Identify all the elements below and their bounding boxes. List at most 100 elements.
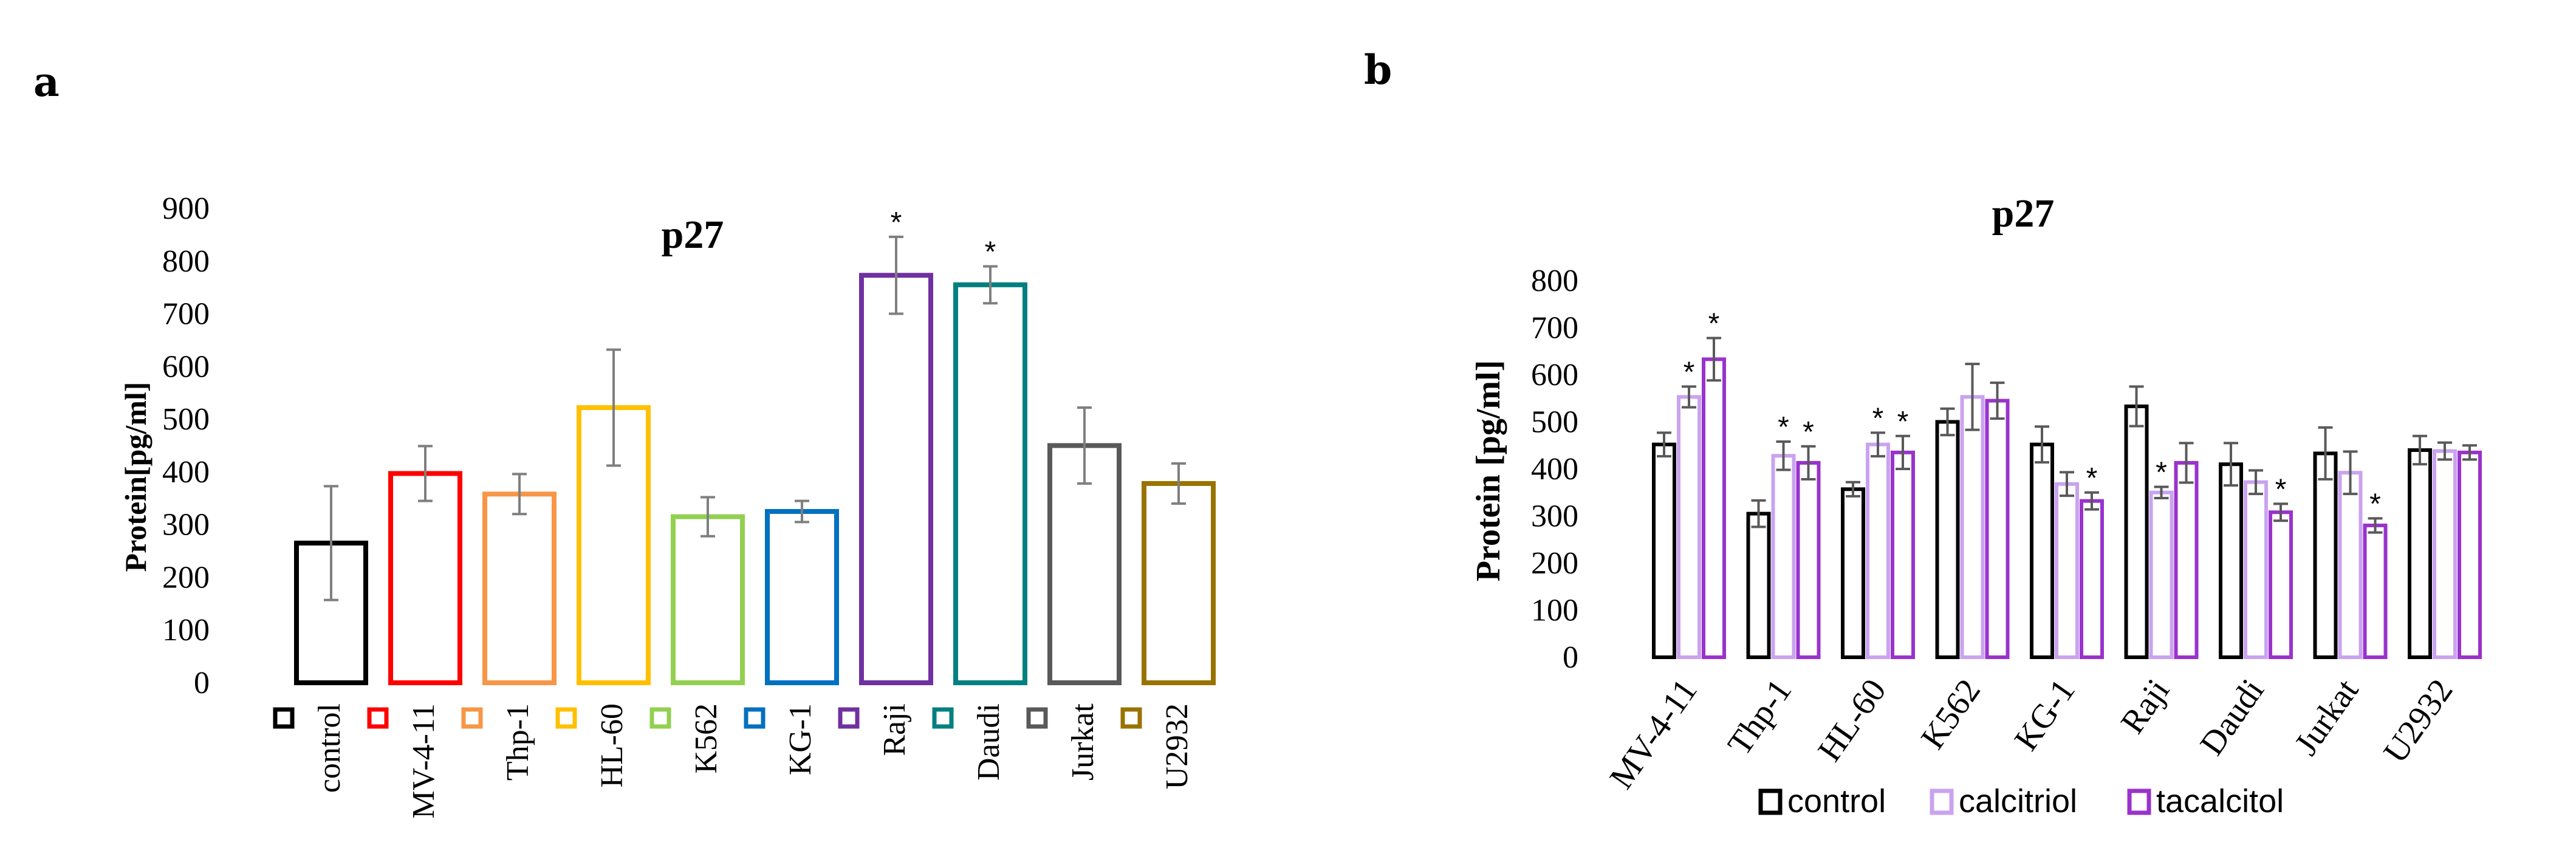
chart-b-legend-label: control [1787,783,1886,819]
chart-b-xtick: U2932 [2376,672,2460,770]
chart-a-legend-key [649,707,671,729]
chart-a-bar [953,282,1027,686]
chart-b-legend-label: tacalcitol [2156,783,2284,819]
chart-b-legend-key [1930,788,1954,815]
chart-b-significance: * [1803,416,1814,448]
chart-a-ytick: 500 [162,402,210,437]
chart-b: p27 Protein [pg/ml] 0 100 200 300 400 500 600 7… [1470,191,2482,819]
chart-a-bar [1142,480,1216,685]
chart-b-bar-control [1746,511,1771,659]
chart-b-ytick: 600 [1531,358,1578,392]
chart-a-legend-key [838,707,860,729]
chart-b-xtick: HL-60 [1810,672,1893,768]
panel-label-b: b [1364,46,1392,94]
chart-b-ytick: 200 [1531,546,1578,581]
chart-b-bar-calcitriol [1960,395,1985,659]
chart-b-significance: * [2369,488,2381,520]
chart-a-bar [765,508,839,685]
chart-b-bar-calcitriol [2244,480,2268,659]
chart-b-bar-control [2313,451,2338,659]
chart-a-xtick: control [312,703,347,793]
chart-b-xtick: MV-4-11 [1603,672,1705,796]
chart-a-ytick: 600 [162,349,210,384]
chart-b-bar-calcitriol [2055,482,2079,659]
chart-b-significance: * [1684,356,1695,388]
chart-a-xtick: HL-60 [595,703,629,788]
chart-a-xtick: K562 [689,703,724,774]
chart-b-ytick: 400 [1531,452,1578,487]
chart-b-legend-key [2127,788,2151,815]
chart-a-ytick: 800 [162,244,210,279]
chart-a-xtick: Jurkat [1066,703,1100,781]
chart-a-legend-key [1120,707,1142,729]
chart-b-ytick: 500 [1531,405,1578,440]
chart-a-legend-key [273,707,295,729]
chart-b-bar-calcitriol [2338,471,2363,659]
chart-a-xtick: KG-1 [783,703,818,775]
chart-b-xtick: Raji [2114,672,2177,740]
chart-b-xtick: Thp-1 [1721,672,1799,762]
chart-b-bar-calcitriol [1771,454,1796,659]
chart-b-significance: * [2275,473,2287,505]
chart-b-bar-control [1841,487,1865,659]
chart-b-significance: * [2086,462,2098,494]
chart-a-legend-key [555,707,577,729]
chart-b-xtick: Jurkat [2287,672,2366,762]
chart-b-bar-control [2219,462,2243,659]
chart-a-xtick: U2932 [1160,703,1194,790]
chart-a-xtick: Thp-1 [501,703,535,781]
chart-a-xtick: Raji [877,703,912,756]
chart-a: p27 Protein[pg/ml] 0 100 200 300 400 500 600 70… [118,191,1216,819]
chart-a-legend-key [367,707,389,729]
chart-a-ytick: 300 [162,508,210,542]
chart-b-ytick: 300 [1531,499,1578,534]
chart-b-bar-calcitriol [2149,490,2174,659]
chart-a-bar [671,514,745,686]
chart-a-ytick: 200 [162,560,210,595]
panel-label-a: a [33,58,60,106]
chart-a-bar [482,491,557,686]
chart-b-xtick: KG-1 [2007,672,2083,757]
chart-b-bar-calcitriol [1677,395,1701,659]
chart-b-ytick: 0 [1563,640,1578,675]
chart-b-significance: * [1708,308,1720,340]
chart-a-significance: * [891,207,902,239]
chart-a-title: p27 [662,213,724,257]
chart-a-ytick: 100 [162,613,210,648]
chart-a-ytick: 700 [162,297,210,332]
chart-a-ylabel: Protein[pg/ml] [118,382,152,572]
chart-a-legend-key [1026,707,1048,729]
chart-b-bar-control [2408,448,2432,659]
chart-b-ytick: 700 [1531,311,1578,346]
chart-b-bar-tacalcitol [2174,460,2199,659]
chart-b-significance: * [1778,411,1789,443]
chart-b-bar-calcitriol [2433,449,2457,659]
chart-b-ytick: 800 [1531,264,1578,298]
chart-b-bar-tacalcitol [2269,510,2293,659]
chart-b-xtick: Daudi [2193,672,2271,762]
chart-b-bar-tacalcitol [1985,398,2010,659]
chart-b-bar-tacalcitol [2080,499,2104,659]
chart-a-significance: * [985,236,996,268]
chart-a-xtick: MV-4-11 [406,703,441,819]
chart-b-ylabel: Protein [pg/ml] [1470,360,1507,581]
chart-a-xtick: Daudi [971,703,1006,781]
chart-a-legend-key [932,707,954,729]
chart-b-legend-key [1758,788,1783,815]
chart-a-legend-key [744,707,766,729]
chart-b-xtick: K562 [1914,672,1988,756]
chart-a-legend-key [461,707,483,729]
chart-b-bar-tacalcitol [1891,450,1915,659]
chart-b-bar-tacalcitol [2458,450,2482,659]
chart-a-ytick: 400 [162,455,210,490]
chart-b-significance: * [1872,402,1884,434]
chart-b-bar-tacalcitol [1796,460,1821,659]
chart-a-ytick: 900 [162,191,210,226]
chart-a-bar [859,273,933,685]
chart-b-bar-control [2030,442,2054,659]
chart-a-bar [388,471,462,686]
chart-b-bar-calcitriol [1866,442,1890,659]
chart-a-ytick: 0 [194,666,210,700]
chart-b-title: p27 [1992,191,2055,236]
